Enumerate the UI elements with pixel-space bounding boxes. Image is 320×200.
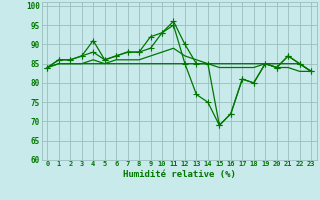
X-axis label: Humidité relative (%): Humidité relative (%) bbox=[123, 170, 236, 179]
